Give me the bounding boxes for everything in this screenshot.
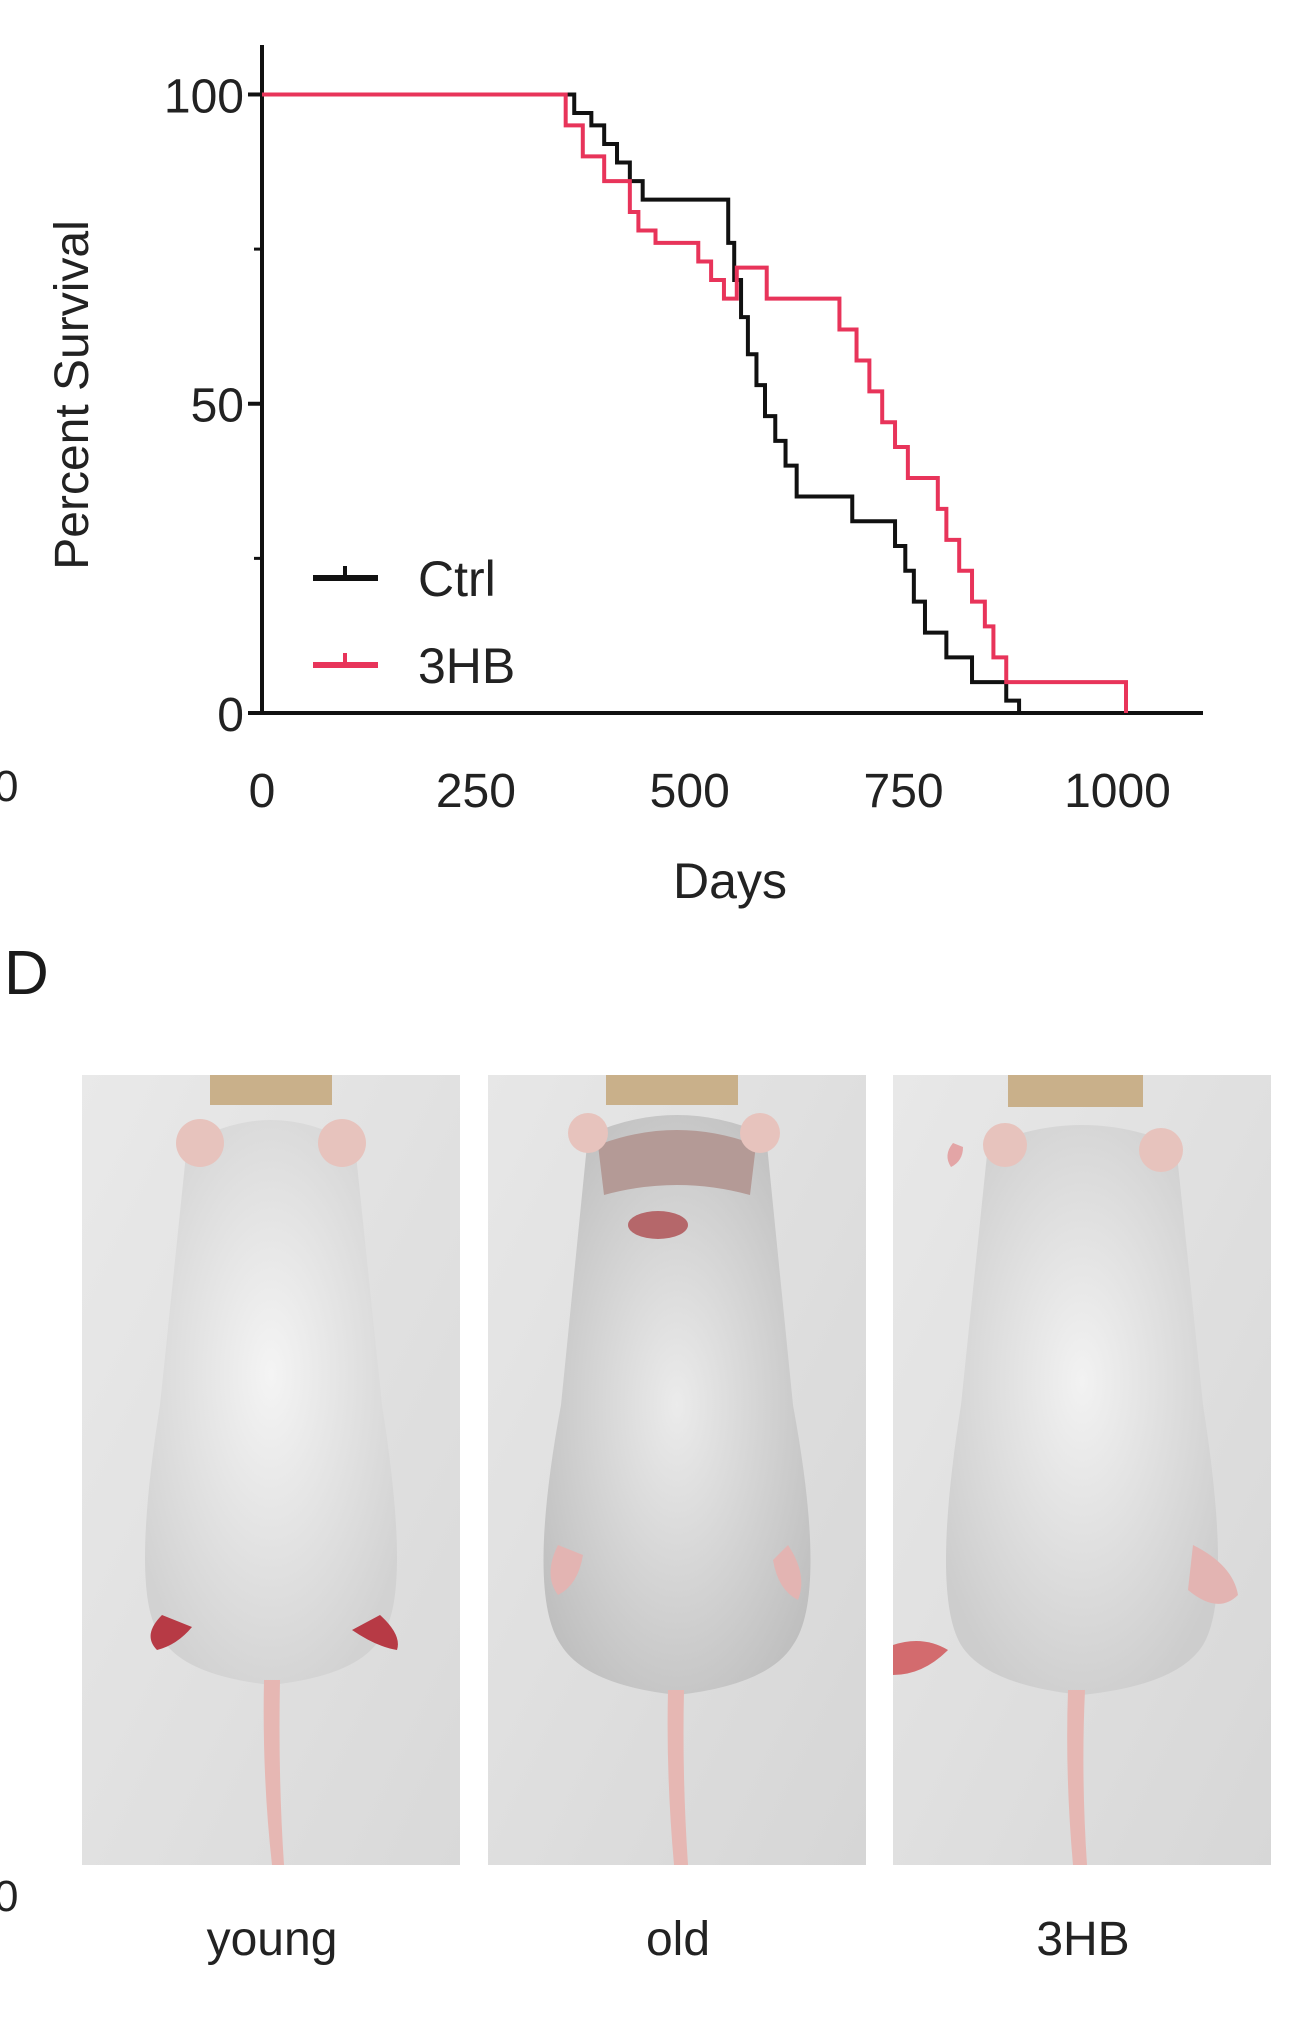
x-tick-label: 250 (436, 765, 516, 818)
x-tick-label: 1000 (1064, 765, 1171, 818)
left-edge-zero-top: 0 (0, 762, 19, 811)
chart-axes (260, 45, 1203, 715)
chart-series (262, 92, 1129, 713)
y-tick-label: 100 (164, 70, 244, 123)
x-tick-label: 0 (249, 765, 276, 818)
mouse-photo-old (488, 1075, 866, 1865)
y-tick-label: 0 (217, 689, 244, 742)
survival-curve-3hb (262, 92, 1129, 713)
mouse-photo-young (82, 1075, 460, 1865)
photo-label-young: young (206, 1913, 338, 1966)
mouse-photo-3hb (893, 1075, 1271, 1865)
chart-legend: Ctrl 3HB (313, 551, 515, 694)
panel-letter-d: D (4, 939, 49, 1008)
x-tick-label: 750 (864, 765, 944, 818)
x-tick-label: 500 (650, 765, 730, 818)
photo-label-old: old (645, 1913, 711, 1966)
left-edge-zero-bottom: 0 (0, 1872, 19, 1921)
y-axis-label: Percent Survival (46, 220, 99, 569)
y-tick-label: 50 (191, 380, 244, 433)
photo-label-3hb: 3HB (1036, 1913, 1130, 1966)
x-axis-label: Days (673, 853, 787, 909)
survival-curve-ctrl (262, 92, 1022, 713)
legend-label-3hb: 3HB (418, 638, 515, 694)
legend-label-ctrl: Ctrl (418, 551, 496, 607)
